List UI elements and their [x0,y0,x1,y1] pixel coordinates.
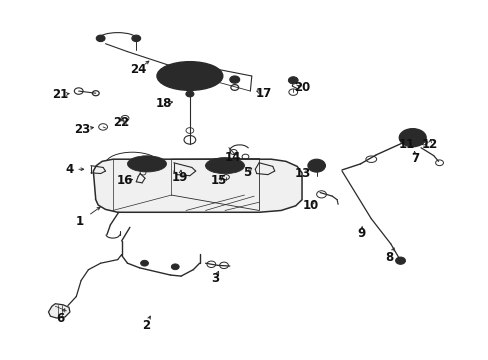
Text: 8: 8 [385,251,393,264]
Ellipse shape [157,62,223,90]
Circle shape [132,35,141,41]
Circle shape [395,257,405,264]
Text: 22: 22 [113,116,129,129]
Circle shape [171,264,179,270]
Text: 11: 11 [397,138,414,150]
Ellipse shape [127,156,166,172]
Text: 16: 16 [117,174,133,186]
Polygon shape [48,304,70,318]
Text: 7: 7 [410,152,418,165]
Circle shape [96,35,105,41]
Circle shape [185,91,193,97]
Circle shape [166,67,174,72]
Text: 6: 6 [56,311,64,325]
Text: 4: 4 [66,163,74,176]
Text: 9: 9 [357,227,365,240]
Text: 20: 20 [293,81,309,94]
Text: 24: 24 [130,63,146,76]
Circle shape [141,260,148,266]
Text: 10: 10 [302,199,318,212]
Text: 14: 14 [224,151,241,164]
Text: 1: 1 [76,215,84,228]
Ellipse shape [399,129,425,147]
Ellipse shape [205,158,244,174]
Circle shape [307,159,325,172]
Circle shape [229,76,239,83]
Polygon shape [93,159,302,212]
Text: 3: 3 [211,272,219,285]
Text: 17: 17 [255,87,272,100]
Text: 12: 12 [421,138,437,150]
Text: 19: 19 [172,171,188,184]
Text: 23: 23 [74,122,91,136]
Text: 18: 18 [156,98,172,111]
Text: 13: 13 [294,167,310,180]
Text: 15: 15 [210,174,227,187]
Circle shape [288,77,298,84]
Circle shape [205,67,213,72]
Text: 21: 21 [52,88,68,101]
Text: 2: 2 [142,319,150,332]
Text: 5: 5 [243,166,250,179]
